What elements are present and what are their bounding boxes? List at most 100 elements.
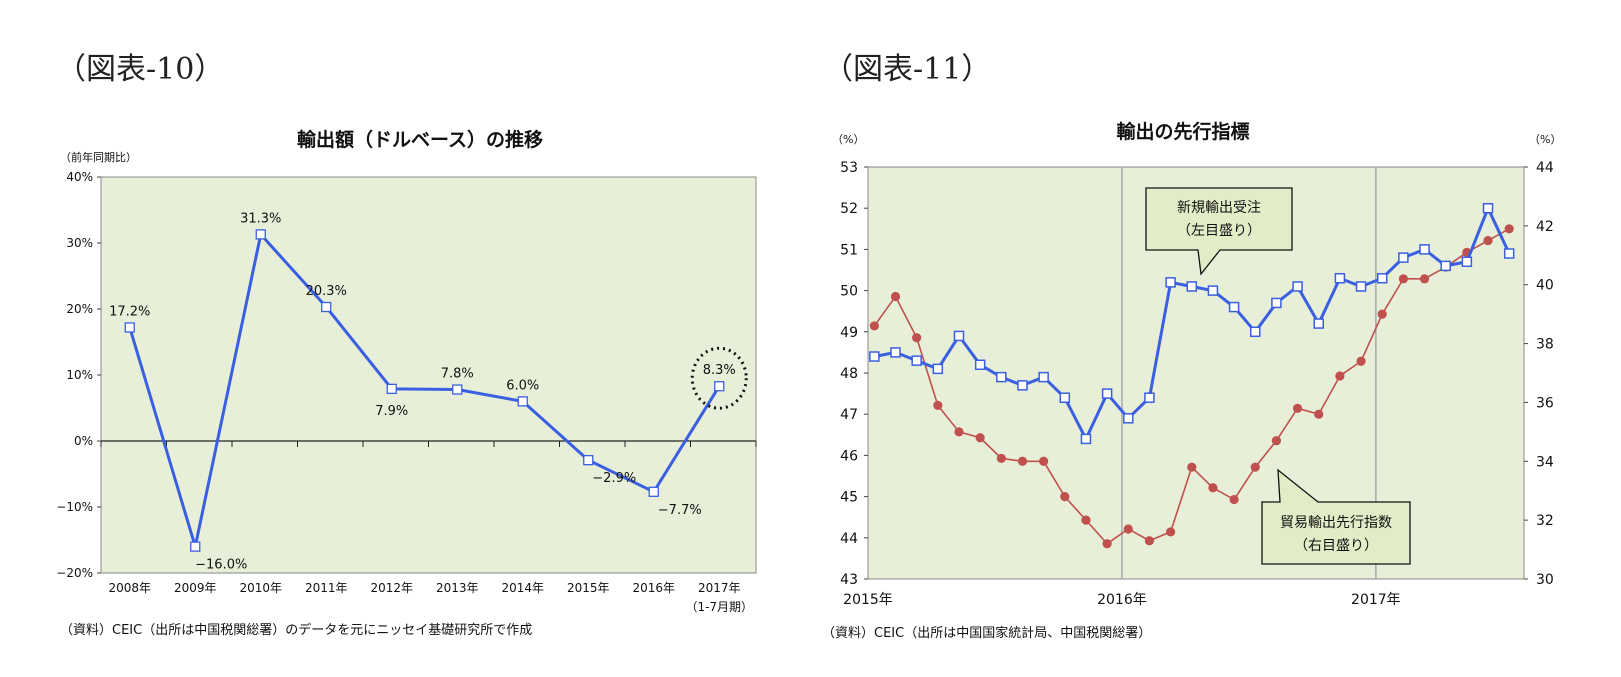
new-export-orders-point: [911, 355, 922, 366]
trade-index-point: [890, 291, 901, 302]
right-right-tick-label: 36: [1536, 395, 1554, 411]
left-data-label: 7.9%: [375, 404, 408, 419]
left-y-tick-label: 0%: [74, 434, 93, 448]
right-x-tick-label: 2016年: [1097, 592, 1147, 608]
left-data-label: 17.2%: [109, 304, 150, 319]
left-x-tick-sublabel: （1-7月期）: [685, 600, 753, 614]
left-data-point: [255, 229, 266, 240]
left-unit-label: （前年同期比）: [60, 150, 137, 164]
left-data-point: [714, 381, 725, 392]
new-export-orders-point: [1228, 301, 1240, 313]
series-new-export-orders: [869, 202, 1515, 445]
left-data-label: 8.3%: [703, 363, 736, 378]
left-x-tick-label: 2011年: [305, 581, 348, 595]
trade-index-point: [1123, 524, 1133, 534]
right-chart-title: 輸出の先行指標: [1116, 120, 1249, 143]
trade-index-point: [933, 400, 943, 410]
left-data-point: [321, 301, 332, 313]
new-export-orders-point: [1482, 202, 1494, 214]
left-y-tick-label: 40%: [66, 170, 93, 184]
right-left-tick-label: 47: [840, 407, 858, 423]
right-right-tick-label: 32: [1536, 513, 1554, 529]
left-y-tick-label: 20%: [66, 302, 93, 316]
trade-index-point: [1166, 527, 1176, 537]
left-x-tick-label: 2014年: [501, 581, 544, 595]
new-export-orders-point: [1186, 281, 1198, 292]
left-data-point: [124, 322, 135, 333]
left-series: [124, 229, 725, 552]
new-export-orders-point: [1440, 260, 1451, 272]
new-export-orders-point: [1207, 285, 1219, 296]
right-right-tick-label: 30: [1536, 572, 1554, 588]
right-left-tick-label: 49: [840, 325, 858, 341]
right-right-tick-label: 44: [1536, 160, 1554, 176]
trade-index-point: [1271, 436, 1282, 446]
callout-red-line2: （右目盛り）: [1294, 538, 1378, 554]
new-export-orders-point: [1313, 318, 1324, 329]
new-export-orders-point: [1419, 244, 1430, 255]
right-x-tick-label: 2017年: [1351, 592, 1401, 608]
trade-index-point: [1208, 483, 1218, 493]
trade-index-point: [1187, 462, 1197, 472]
right-figure: （図表-11） 輸出の先行指標 （%） （%） 53 52 51 50 49 48 47 46…: [822, 52, 1561, 641]
trade-index-point: [1377, 309, 1387, 319]
left-y-tick-label: −20%: [56, 566, 93, 580]
left-x-tick-label: 2013年: [436, 581, 479, 595]
new-export-orders-point: [1461, 256, 1473, 268]
new-export-orders-point: [1398, 252, 1409, 263]
left-data-label: −2.9%: [592, 471, 636, 486]
right-left-tick-label: 50: [840, 284, 858, 300]
new-export-orders-point: [1355, 281, 1367, 292]
trade-index-point: [1081, 515, 1091, 525]
left-data-label: 7.8%: [441, 367, 474, 382]
trade-index-point: [1229, 494, 1239, 505]
right-x-tick-label: 2015年: [843, 592, 893, 608]
right-left-tick-label: 46: [840, 448, 858, 464]
trade-index-point: [1250, 462, 1260, 472]
left-data-label: 6.0%: [506, 378, 539, 393]
trade-index-point: [1398, 274, 1408, 284]
left-data-label: −16.0%: [195, 558, 247, 573]
new-export-orders-point: [1038, 371, 1049, 383]
right-left-tick-label: 44: [840, 531, 858, 547]
trade-index-point: [1483, 235, 1493, 246]
left-x-tick-label: 2010年: [239, 581, 282, 595]
right-left-tick-label: 52: [840, 201, 858, 217]
callout-blue-line2: （左目盛り）: [1177, 223, 1261, 239]
new-export-orders-point: [1101, 388, 1113, 399]
callout-red-box: [1261, 468, 1411, 565]
trade-index-point: [1144, 536, 1155, 546]
trade-index-point: [1102, 539, 1112, 549]
callout-blue-line1: 新規輸出受注: [1177, 200, 1261, 216]
left-data-label: −7.7%: [658, 503, 702, 518]
new-export-orders-point: [1250, 326, 1261, 338]
left-data-point: [190, 541, 201, 552]
callout-red-line1: 貿易輸出先行指数: [1280, 515, 1392, 531]
left-y-tick-label: 10%: [66, 368, 93, 382]
right-figure-label: （図表-11）: [823, 52, 991, 87]
trade-index-point: [869, 321, 879, 331]
right-left-tick-label: 51: [840, 242, 858, 258]
new-export-orders-point: [1271, 297, 1282, 309]
right-right-tick-label: 38: [1536, 337, 1554, 353]
new-export-orders-point: [974, 359, 986, 371]
right-left-tick-label: 53: [840, 160, 858, 176]
left-chart-title: 輸出額（ドルベース）の推移: [297, 128, 543, 151]
left-x-tick-label: 2009年: [174, 581, 217, 595]
left-data-label: 20.3%: [306, 284, 347, 299]
trade-index-point: [1504, 224, 1514, 234]
left-x-axis: 2008年 2009年 2010年 2011年 2012年 2013年 2014年 2015年…: [100, 440, 757, 614]
right-left-y-axis: 53 52 51 50 49 48 47 46 45 44 43: [840, 160, 868, 588]
left-source-note: （資料）CEIC（出所は中国税関総署）のデータを元にニッセイ基礎研究所で作成: [60, 622, 532, 638]
left-data-point: [452, 384, 463, 395]
left-plot-area: [100, 176, 757, 574]
trade-index-point: [1314, 409, 1324, 419]
callout-new-export-orders: 新規輸出受注 （左目盛り）: [1145, 187, 1293, 276]
left-data-label: 31.3%: [240, 211, 281, 226]
trade-index-point: [954, 427, 964, 437]
left-data-point: [386, 383, 397, 395]
left-x-tick-label: 2008年: [108, 581, 151, 595]
trade-index-point: [1292, 403, 1303, 413]
trade-index-point: [975, 433, 985, 443]
